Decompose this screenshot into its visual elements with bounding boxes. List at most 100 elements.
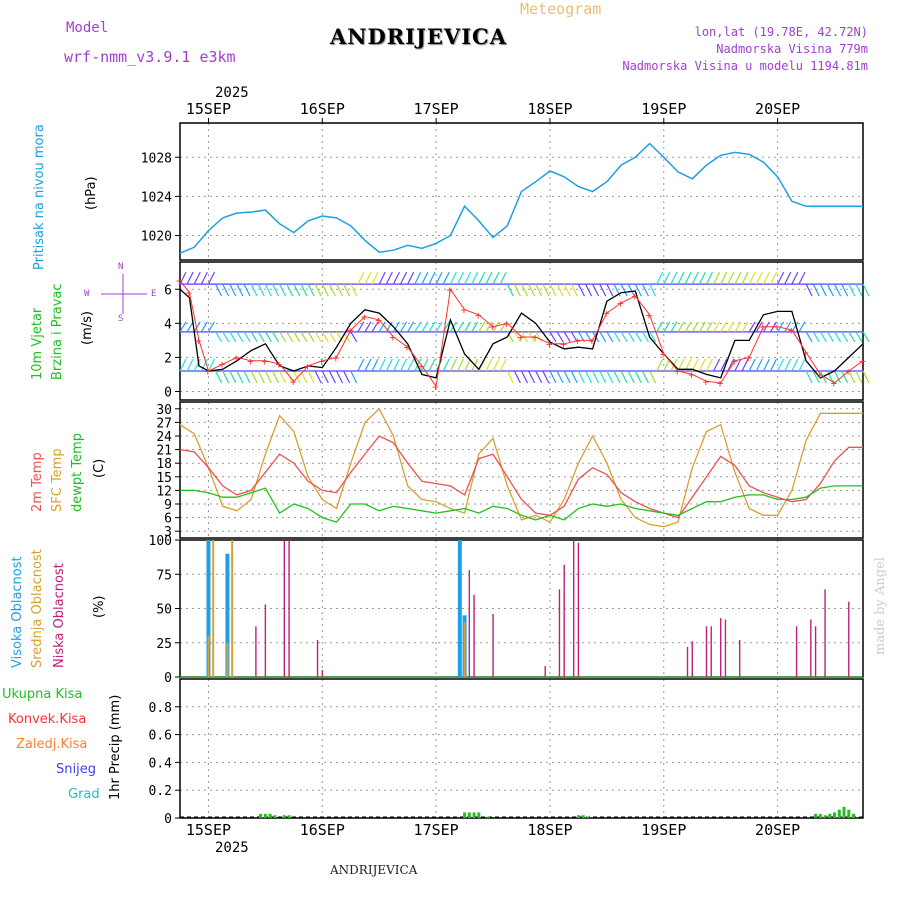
precip-bar xyxy=(823,815,827,818)
wind-gust-marker: + xyxy=(318,355,325,368)
y-tick-label: 0.8 xyxy=(149,701,172,716)
panel-frame xyxy=(179,122,864,261)
wind-barb xyxy=(264,331,272,343)
wind-gust-marker: + xyxy=(461,304,468,317)
wind-barb xyxy=(456,358,465,372)
wind-barb xyxy=(428,321,436,333)
wind-barb xyxy=(222,370,230,384)
y-tick-label: 50 xyxy=(156,603,172,618)
wind-barb xyxy=(826,331,834,343)
wind-barb xyxy=(222,283,230,297)
wind-barb xyxy=(428,358,436,372)
precip-legend-total: Ukupna Kisa xyxy=(2,687,83,702)
wind-barb xyxy=(321,370,329,384)
y-tick-label: 21 xyxy=(156,444,172,459)
wind-barb xyxy=(343,370,351,384)
y-tick-label: 15 xyxy=(156,471,172,486)
wind-barb xyxy=(663,321,671,333)
wind-barb xyxy=(286,283,294,297)
wind-barb xyxy=(513,370,521,384)
wind-barb xyxy=(300,283,308,297)
wind-barb xyxy=(193,358,201,372)
wind-barb xyxy=(193,271,201,285)
wind-barb xyxy=(812,283,820,297)
day-label-top: 18SEP xyxy=(527,100,572,118)
wind-barb xyxy=(620,283,628,297)
cloud-bar xyxy=(264,604,267,677)
cloud-bar xyxy=(206,540,211,677)
wind-barb xyxy=(314,283,322,297)
wind-barb xyxy=(328,370,336,384)
wind-gust-marker: + xyxy=(176,275,183,288)
wind-barb xyxy=(627,370,635,384)
wind-barb xyxy=(300,331,308,343)
wind-barb xyxy=(855,331,863,343)
wind-barb xyxy=(307,331,315,343)
compass-e: E xyxy=(151,289,157,299)
wind-barb xyxy=(798,321,806,333)
cloud-bar xyxy=(226,642,229,677)
wind-barb xyxy=(798,358,806,372)
wind-barb xyxy=(769,271,778,285)
wind-barb xyxy=(350,370,358,384)
day-label-top: 20SEP xyxy=(755,100,800,118)
wind-barb xyxy=(841,370,849,384)
wind-barb xyxy=(663,358,671,372)
wind-barb xyxy=(606,283,614,297)
wind-barb xyxy=(492,271,500,285)
wind-barb xyxy=(755,271,763,285)
wind-gust-marker: + xyxy=(195,334,202,347)
precip-bar xyxy=(282,815,286,818)
precip-bar xyxy=(467,812,471,818)
wind-gust-marker: + xyxy=(802,346,809,359)
wind-barb xyxy=(435,321,443,333)
wind-barb xyxy=(755,321,763,333)
wind-gust-marker: + xyxy=(489,321,496,334)
y-tick-label: 6 xyxy=(164,512,172,527)
panel-frame xyxy=(179,678,864,819)
wind-barb xyxy=(520,283,529,297)
wind-gust-marker: + xyxy=(185,287,192,300)
compass-s: S xyxy=(118,314,124,324)
wind-barb xyxy=(357,271,365,285)
wind-barb xyxy=(328,283,336,297)
wind-barb xyxy=(641,331,649,343)
wind-barb xyxy=(520,370,529,384)
wind-barb xyxy=(535,283,543,297)
wind-barb xyxy=(321,283,329,297)
wind-barb xyxy=(649,331,657,343)
wind-barb xyxy=(592,283,600,297)
wind-gust-marker: + xyxy=(674,365,681,378)
wind-barb xyxy=(720,321,728,333)
wind-barb xyxy=(841,331,849,343)
wind-barb xyxy=(584,283,593,297)
precip-bar xyxy=(486,816,490,818)
wind-barb xyxy=(385,358,393,372)
wind-barb xyxy=(456,271,465,285)
wind-gust-line xyxy=(179,280,864,388)
wind-barb xyxy=(229,331,237,343)
wind-gust-marker: + xyxy=(831,377,838,390)
wind-barb xyxy=(271,283,280,297)
wind-barb xyxy=(371,321,379,333)
wind-barb xyxy=(777,271,785,285)
wind-barb xyxy=(599,370,607,384)
precip-bar xyxy=(259,813,263,818)
wind-barb xyxy=(748,271,756,285)
wind-barb xyxy=(364,358,372,372)
wind-barb xyxy=(848,370,856,384)
wind-barb xyxy=(279,370,287,384)
cloud-bar xyxy=(468,570,471,677)
wind-barb xyxy=(471,271,479,285)
wind-barb xyxy=(819,283,827,297)
cloud-bar xyxy=(572,540,575,677)
wind-gust-marker: + xyxy=(446,283,453,296)
wind-gust-marker: + xyxy=(347,324,354,337)
precip-bar xyxy=(847,809,851,818)
wind-gust-marker: + xyxy=(375,314,382,327)
wind-barb xyxy=(378,271,386,285)
wind-barb xyxy=(727,271,735,285)
wind-barb xyxy=(734,321,742,333)
wind-barb xyxy=(762,358,770,372)
